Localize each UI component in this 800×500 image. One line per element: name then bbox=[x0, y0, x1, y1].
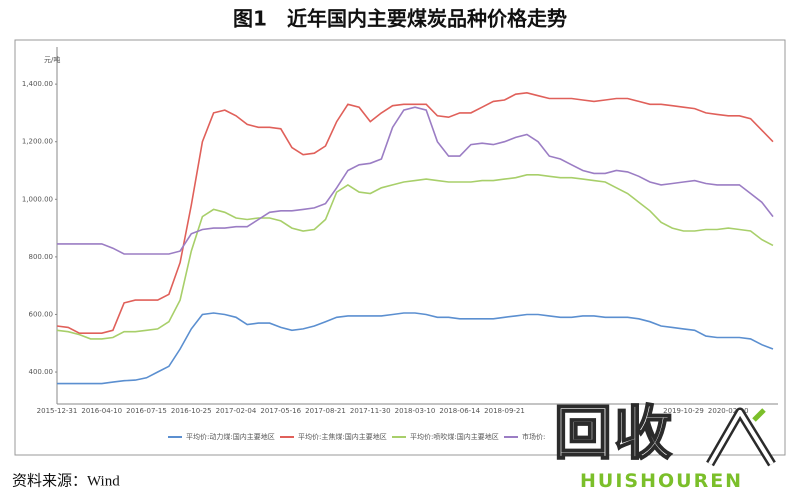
x-tick-label: 2020-02-10 bbox=[708, 407, 749, 415]
y-tick-label: 1,200.00 bbox=[22, 138, 53, 146]
legend-label: 市场价: bbox=[522, 432, 545, 441]
y-axis-label: 元/吨 bbox=[44, 55, 60, 64]
chart-frame bbox=[14, 39, 786, 456]
x-tick-label: 2018-09-21 bbox=[484, 407, 525, 415]
y-tick-label: 1,400.00 bbox=[22, 80, 53, 88]
legend-label: 平均价:主焦煤:国内主要地区 bbox=[298, 432, 387, 441]
watermark-sub: HUISHOUREN bbox=[580, 470, 744, 492]
y-tick-label: 800.00 bbox=[29, 253, 54, 261]
x-tick-label: 2018-06-14 bbox=[439, 407, 480, 415]
x-tick-label: 2016-07-15 bbox=[126, 407, 167, 415]
x-tick-label: 2018-03-10 bbox=[395, 407, 436, 415]
legend-label: 平均价:动力煤:国内主要地区 bbox=[186, 432, 275, 441]
series-line bbox=[57, 106, 774, 255]
x-tick-label: 2017-05-16 bbox=[260, 407, 301, 415]
series-line bbox=[57, 312, 774, 385]
x-tick-label: 2017-08-21 bbox=[305, 407, 346, 415]
legend-label: 平均价:喷吹煤:国内主要地区 bbox=[410, 432, 499, 441]
y-tick-label: 1,000.00 bbox=[22, 195, 53, 203]
x-tick-label: 2017-02-04 bbox=[216, 407, 257, 415]
source-note: 资料来源：Wind bbox=[12, 472, 120, 489]
x-tick-label: 2016-04-10 bbox=[81, 407, 122, 415]
watermark: 回收 HUISHOUREN bbox=[540, 398, 790, 496]
watermark-main: 回收 bbox=[553, 398, 675, 468]
y-tick-label: 600.00 bbox=[29, 310, 54, 318]
chart-title: 图1 近年国内主要煤炭品种价格走势 bbox=[233, 7, 567, 31]
series-line bbox=[56, 174, 774, 340]
x-tick-label: 2016-10-25 bbox=[171, 407, 212, 415]
x-tick-label: 2015-12-31 bbox=[37, 407, 78, 415]
watermark-icon bbox=[706, 407, 776, 467]
x-tick-label: 2019-10-29 bbox=[663, 407, 704, 415]
y-tick-label: 400.00 bbox=[29, 368, 54, 376]
x-tick-label: 2017-11-30 bbox=[350, 407, 391, 415]
series-line bbox=[56, 91, 774, 334]
